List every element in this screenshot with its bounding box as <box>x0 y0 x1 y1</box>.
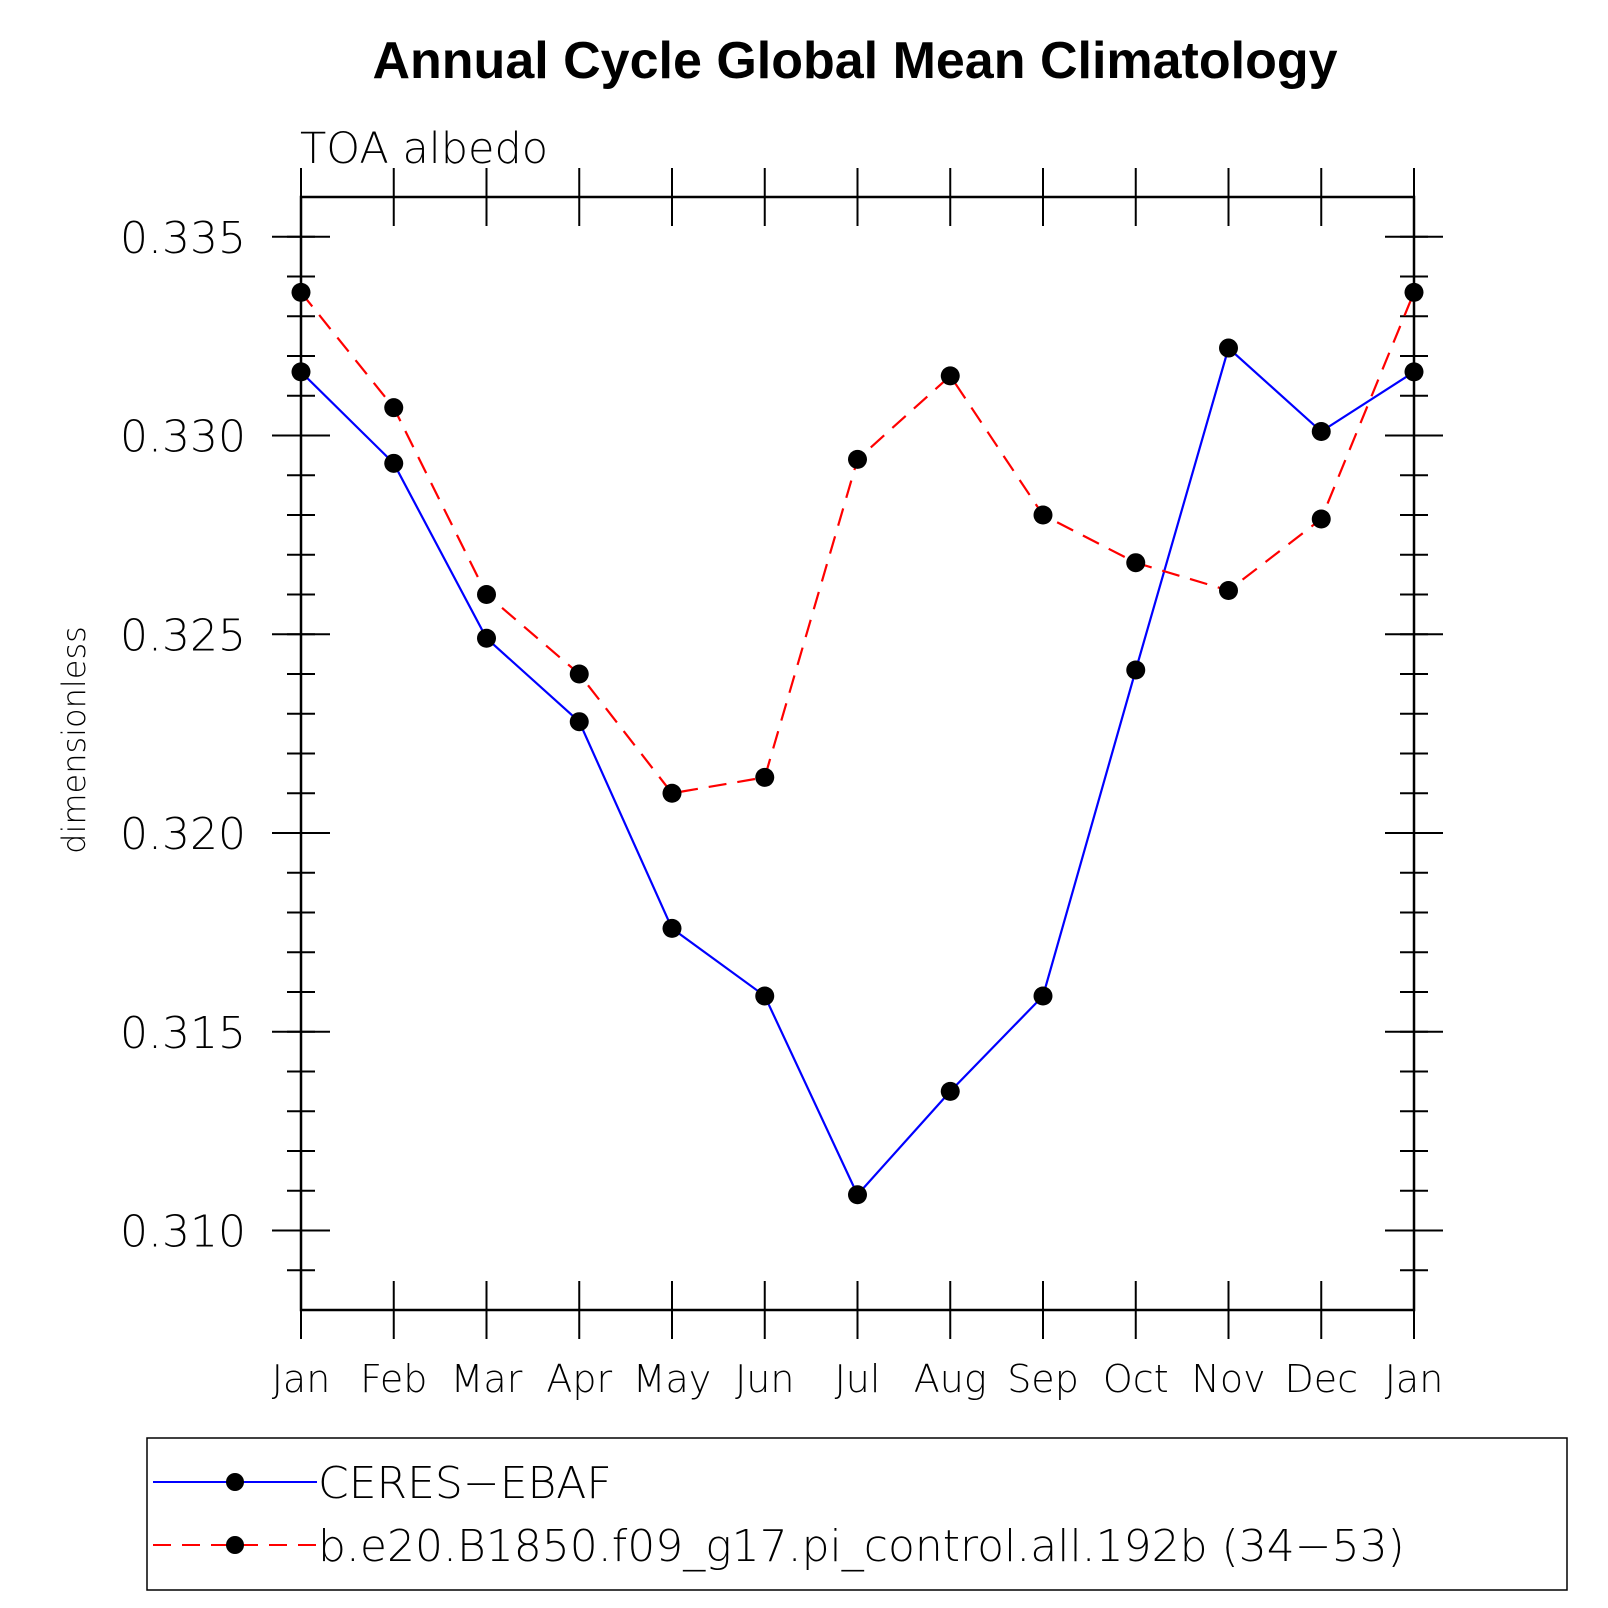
x-tick-label: Mar <box>451 1357 523 1401</box>
y-tick-label: 0.320 <box>120 809 246 860</box>
legend-marker-model <box>226 1536 244 1554</box>
x-tick-label: Nov <box>1191 1357 1265 1401</box>
plot-frame <box>299 195 1416 1312</box>
y-axis-label: dimensionless <box>55 626 93 854</box>
y-tick-label: 0.325 <box>120 610 246 661</box>
legend-marker-ceres <box>226 1473 244 1491</box>
series-0-point <box>940 1081 960 1101</box>
legend-box <box>146 1437 1568 1591</box>
x-tick-label: Aug <box>914 1357 987 1401</box>
series-line-1 <box>300 291 1416 795</box>
series-0-point <box>291 362 311 382</box>
x-tick-labels: Jan Feb Mar Apr May Jun Jul Aug Sep Oct Nov Dec Jan <box>272 1357 1444 1401</box>
series-1-point <box>848 449 867 469</box>
y-tick-label: 0.310 <box>120 1207 246 1258</box>
series-1-point <box>1126 553 1146 573</box>
series-1-point <box>291 282 311 302</box>
series-0-point <box>848 1185 867 1205</box>
y-tick-labels: 0.310 0.315 0.320 0.325 0.330 0.335 <box>120 213 246 1258</box>
x-tick-label: Jan <box>1385 1357 1444 1401</box>
series-1-point <box>1033 505 1053 525</box>
series-1-point <box>940 366 960 386</box>
x-tick-label: Jun <box>735 1357 794 1401</box>
legend-label-ceres: CERES−EBAF <box>318 1458 612 1509</box>
x-tick-label: Feb <box>360 1357 427 1401</box>
series-0-point <box>384 453 404 473</box>
series-1-point <box>1404 282 1424 302</box>
series-1-point <box>384 398 404 418</box>
series-1-point <box>1219 581 1238 601</box>
x-tick-label: Dec <box>1284 1357 1358 1401</box>
y-tick-label: 0.315 <box>120 1008 246 1059</box>
series-0-point <box>1404 362 1424 382</box>
series-line-0 <box>300 346 1415 1197</box>
series-1-point <box>1311 509 1331 529</box>
y-tick-label: 0.330 <box>120 412 246 463</box>
series-0-point <box>1311 422 1331 442</box>
series-0-point <box>569 712 589 732</box>
series-1-point <box>662 783 682 803</box>
axis-ticks <box>272 168 1443 1339</box>
series-0-point <box>755 986 775 1006</box>
series-0-point <box>1033 986 1053 1006</box>
x-tick-label: Sep <box>1007 1357 1079 1401</box>
x-tick-label: Jan <box>272 1357 331 1401</box>
series-0-point <box>662 918 682 938</box>
x-tick-label: Apr <box>546 1357 612 1401</box>
series-1-point <box>477 585 496 604</box>
x-tick-label: May <box>633 1357 712 1401</box>
legend-label-model: b.e20.B1850.f09_g17.pi_control.all.192b … <box>318 1521 1405 1572</box>
chart-subtitle: TOA albedo <box>300 124 548 174</box>
series-0-point <box>477 628 496 648</box>
series-1-point <box>755 767 775 787</box>
series-0-point <box>1126 660 1146 680</box>
series-1-point <box>569 664 589 684</box>
x-tick-label: Jul <box>835 1357 881 1401</box>
series-0-point <box>1219 338 1238 358</box>
x-tick-label: Oct <box>1103 1357 1169 1401</box>
series-layer <box>291 282 1424 1205</box>
legend: CERES−EBAF b.e20.B1850.f09_g17.pi_contro… <box>146 1437 1568 1591</box>
y-tick-label: 0.335 <box>120 213 246 264</box>
chart-title: Annual Cycle Global Mean Climatology <box>372 32 1337 90</box>
